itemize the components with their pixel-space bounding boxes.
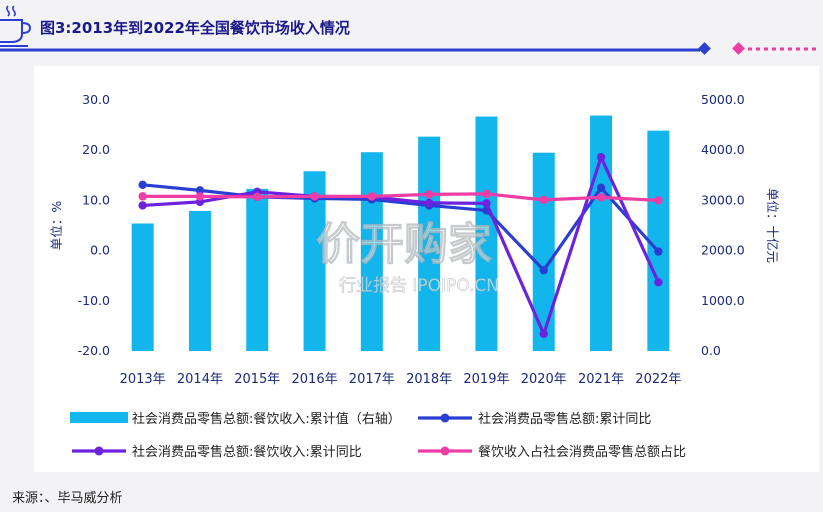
watermark-logo: 价开购家 bbox=[316, 219, 492, 270]
right-axis-tick-label: 4000.0 bbox=[701, 142, 745, 157]
legend-label: 餐饮收入占社会消费品零售总额占比 bbox=[478, 444, 686, 460]
right-axis-tick-label: 2000.0 bbox=[701, 243, 745, 258]
bar bbox=[303, 171, 326, 351]
share-point bbox=[310, 192, 319, 201]
left-axis-tick-label: 30.0 bbox=[82, 92, 110, 107]
catering-yoy-point bbox=[138, 201, 147, 210]
bar bbox=[532, 152, 555, 351]
catering-yoy-point bbox=[424, 198, 434, 208]
bar bbox=[590, 115, 613, 351]
legend-swatch bbox=[70, 412, 128, 423]
x-axis-tick-label: 2022年 bbox=[635, 372, 681, 387]
x-axis-tick-label: 2018年 bbox=[406, 372, 452, 387]
share-point bbox=[654, 196, 663, 205]
right-axis-tick-label: 3000.0 bbox=[701, 192, 745, 207]
page-title: 图3:2013年到2022年全国餐饮市场收入情况 bbox=[40, 19, 350, 37]
share-point bbox=[424, 190, 434, 199]
retail-yoy-point bbox=[539, 265, 548, 275]
retail-yoy-point bbox=[195, 186, 205, 195]
x-axis-tick-label: 2017年 bbox=[349, 372, 395, 387]
legend-label: 社会消费品零售总额:餐饮收入:累计值（右轴） bbox=[132, 411, 401, 427]
legend-label: 社会消费品零售总额:累计同比 bbox=[478, 411, 651, 427]
share-point bbox=[138, 192, 147, 201]
catering-yoy-point bbox=[539, 329, 548, 339]
left-axis-title: 单位：% bbox=[49, 201, 64, 251]
left-axis-tick-label: -10.0 bbox=[78, 293, 110, 308]
bar bbox=[475, 116, 498, 351]
right-axis-tick-label: 5000.0 bbox=[701, 92, 745, 107]
bar bbox=[647, 130, 670, 351]
catering-yoy-point bbox=[654, 278, 663, 287]
share-point bbox=[482, 189, 491, 199]
legend-swatch-marker bbox=[440, 446, 450, 456]
right-axis-title: 单位：十亿元 bbox=[765, 188, 780, 263]
catering-yoy-point bbox=[596, 153, 606, 162]
legend-swatch-marker bbox=[440, 413, 450, 423]
left-axis-tick-label: 10.0 bbox=[82, 192, 110, 207]
right-axis-tick-label: 0.0 bbox=[701, 343, 721, 358]
retail-yoy-point bbox=[138, 180, 147, 190]
retail-yoy-point bbox=[654, 247, 663, 256]
bar bbox=[188, 210, 211, 351]
share-point bbox=[253, 192, 262, 202]
x-axis-tick-label: 2020年 bbox=[521, 372, 567, 387]
chart-panel: -20.0 -10.0 0.0 10.0 20.0 30.0 0.0 1000.0 2000.0… bbox=[34, 66, 819, 472]
coffee-cup-icon bbox=[0, 5, 32, 47]
x-axis-tick-label: 2021年 bbox=[578, 372, 624, 387]
retail-yoy-line bbox=[142, 183, 660, 272]
header: 图3:2013年到2022年全国餐饮市场收入情况 bbox=[0, 0, 823, 62]
left-axis-tick-label: 0.0 bbox=[90, 243, 110, 258]
legend-swatch-marker bbox=[94, 446, 104, 456]
right-axis-tick-label: 1000.0 bbox=[701, 293, 745, 308]
x-axis-tick-label: 2019年 bbox=[463, 372, 509, 387]
share-point bbox=[539, 195, 548, 205]
x-axis-tick-label: 2013年 bbox=[120, 372, 166, 387]
header-divider bbox=[0, 42, 818, 55]
left-axis-tick-label: 20.0 bbox=[82, 142, 110, 157]
share-point bbox=[195, 192, 205, 201]
x-axis-tick-label: 2016年 bbox=[292, 372, 338, 387]
bar bbox=[131, 223, 154, 351]
retail-yoy-point bbox=[596, 183, 606, 193]
x-axis-tick-label: 2015年 bbox=[234, 372, 280, 387]
share-point bbox=[596, 193, 606, 202]
source-note: 来源：、毕马威分析 bbox=[12, 491, 123, 506]
share-point bbox=[367, 192, 377, 201]
share-line bbox=[142, 192, 659, 202]
legend-label: 社会消费品零售总额:餐饮收入:累计同比 bbox=[132, 444, 362, 460]
bar bbox=[418, 136, 441, 351]
bar bbox=[246, 188, 269, 351]
bar bbox=[360, 152, 383, 351]
chart: -20.0 -10.0 0.0 10.0 20.0 30.0 0.0 1000.0 2000.0… bbox=[49, 92, 780, 460]
left-axis-tick-label: -20.0 bbox=[78, 343, 110, 358]
catering-yoy-point bbox=[482, 199, 491, 208]
x-axis-tick-label: 2014年 bbox=[177, 372, 223, 387]
watermark-text: 行业报告 IPOIPO.CN bbox=[339, 276, 499, 296]
